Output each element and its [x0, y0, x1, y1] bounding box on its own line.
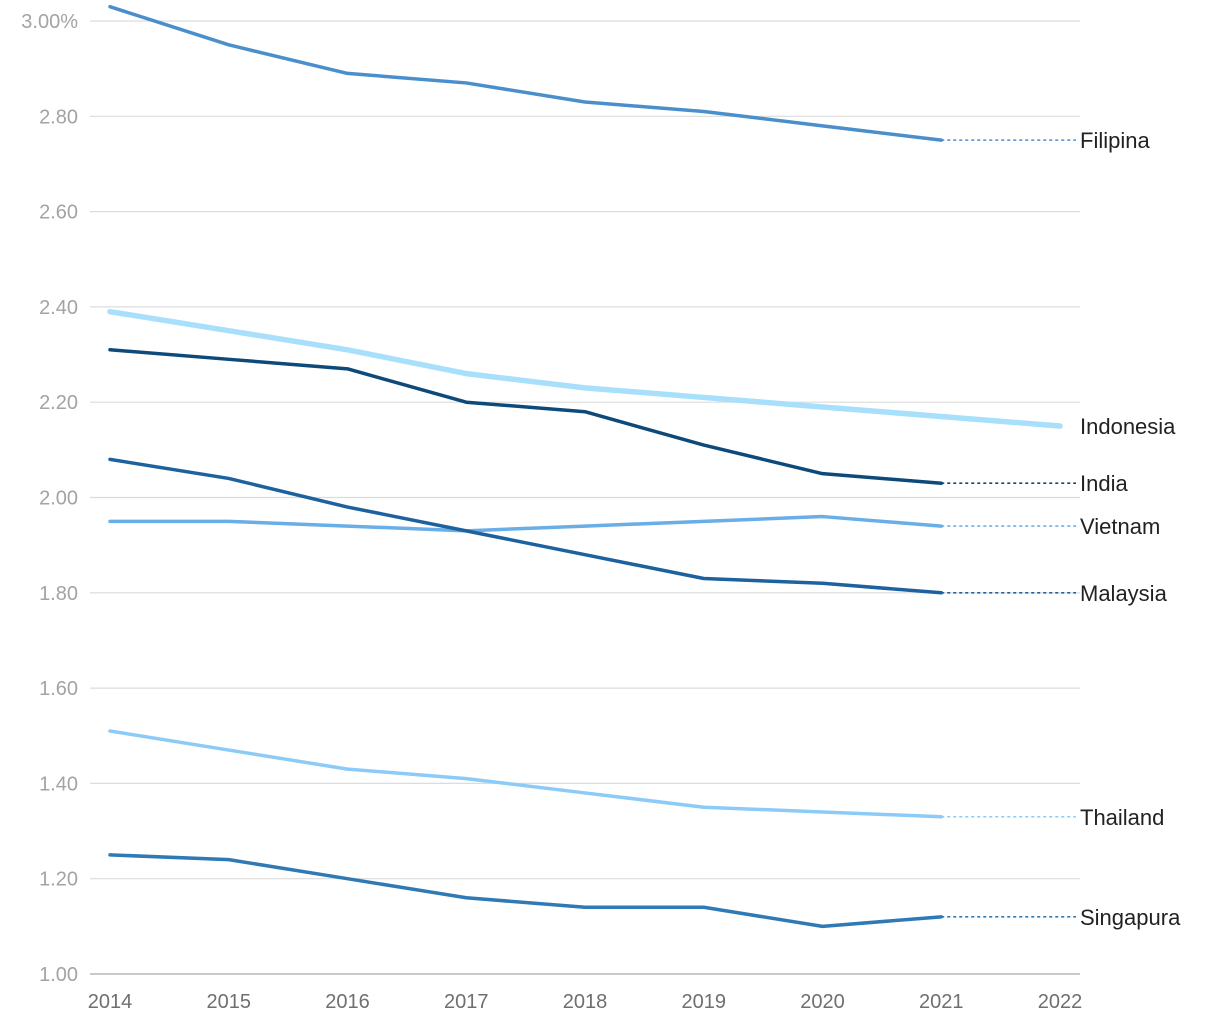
- series-label-thailand: Thailand: [1080, 805, 1164, 830]
- series-line-singapura: [108, 853, 943, 929]
- series-line-indonesia: [107, 308, 1063, 429]
- y-tick-label: 2.00: [39, 488, 78, 510]
- x-tick-label: 2021: [919, 991, 964, 1013]
- y-tick-label: 2.80: [39, 106, 78, 128]
- y-tick-label: 1.00: [39, 964, 78, 986]
- series-line-vietnam: [108, 514, 943, 533]
- x-tick-label: 2020: [800, 991, 845, 1013]
- series-label-india: India: [1080, 471, 1128, 496]
- y-tick-label: 2.20: [39, 392, 78, 414]
- series-label-malaysia: Malaysia: [1080, 581, 1168, 606]
- series-label-filipina: Filipina: [1080, 128, 1150, 153]
- y-tick-label: 1.60: [39, 678, 78, 700]
- series-label-vietnam: Vietnam: [1080, 514, 1160, 539]
- x-tick-label: 2016: [325, 991, 370, 1013]
- y-tick-label: 1.40: [39, 773, 78, 795]
- series-line-malaysia: [108, 457, 943, 595]
- y-tick-label: 3.00%: [21, 11, 78, 33]
- x-tick-label: 2022: [1038, 991, 1083, 1013]
- x-tick-label: 2019: [682, 991, 727, 1013]
- y-tick-label: 1.80: [39, 583, 78, 605]
- series-line-filipina: [108, 4, 943, 142]
- series-line-india: [108, 348, 943, 485]
- series-line-thailand: [108, 729, 943, 819]
- series-label-singapura: Singapura: [1080, 905, 1181, 930]
- x-tick-label: 2017: [444, 991, 489, 1013]
- x-tick-label: 2018: [563, 991, 608, 1013]
- series-label-indonesia: Indonesia: [1080, 414, 1176, 439]
- x-tick-label: 2015: [207, 991, 252, 1013]
- y-tick-label: 2.60: [39, 202, 78, 224]
- y-tick-label: 2.40: [39, 297, 78, 319]
- x-tick-label: 2014: [88, 991, 133, 1013]
- y-tick-label: 1.20: [39, 869, 78, 891]
